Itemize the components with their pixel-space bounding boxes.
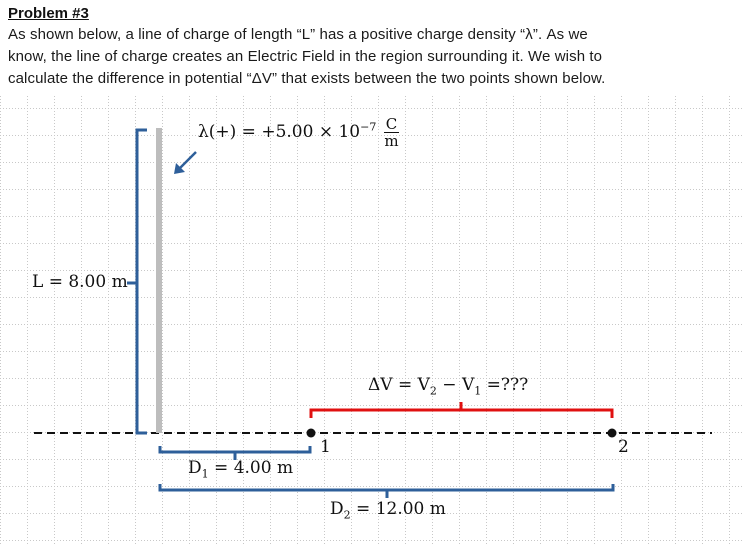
unit-denominator: m (384, 132, 399, 150)
point-1 (306, 428, 316, 438)
problem-text-line-3: calculate the difference in potential “Δ… (8, 70, 606, 87)
charge-density-exponent: −7 (360, 120, 377, 134)
d2-label: D2 = 12.00 m (330, 499, 446, 521)
length-label: L = 8.00 m (32, 272, 128, 292)
delta-v-sub-2: 2 (429, 384, 437, 398)
problem-text-line-2: know, the line of charge creates an Elec… (8, 48, 603, 65)
d1-bracket (158, 446, 312, 454)
d2-value: = 12.00 m (350, 499, 446, 519)
d2-symbol: D (330, 499, 344, 519)
d1-symbol: D (188, 458, 202, 478)
delta-v-part-b: − V (436, 375, 475, 395)
point-1-label: 1 (320, 437, 331, 457)
d2-bracket (158, 484, 615, 492)
d1-subscript: 1 (201, 467, 209, 481)
point-2 (607, 428, 617, 438)
charge-density-label: λ(+) = +5.00 × 10−7 C m (198, 115, 400, 150)
length-bracket (135, 128, 147, 435)
delta-v-sub-1: 1 (474, 384, 482, 398)
unit-numerator: C (383, 115, 400, 133)
d1-label: D1 = 4.00 m (188, 458, 293, 480)
d1-value: = 4.00 m (208, 458, 294, 478)
problem-header: Problem #3 As shown below, a line of cha… (8, 4, 734, 90)
delta-v-part-c: =??? (481, 375, 529, 395)
charge-density-expression: λ(+) = +5.00 × 10 (198, 122, 361, 142)
point-2-label: 2 (618, 437, 629, 457)
charge-density-unit: C m (383, 115, 400, 150)
pointer-arrow-head (174, 163, 185, 174)
problem-text-line-1: As shown below, a line of charge of leng… (8, 26, 588, 43)
d2-subscript: 2 (343, 508, 351, 522)
delta-v-label: ΔV = V2 − V1 =??? (368, 375, 528, 397)
problem-title: Problem #3 (8, 5, 89, 22)
delta-v-part-a: ΔV = V (368, 375, 430, 395)
delta-v-bracket (309, 408, 614, 418)
